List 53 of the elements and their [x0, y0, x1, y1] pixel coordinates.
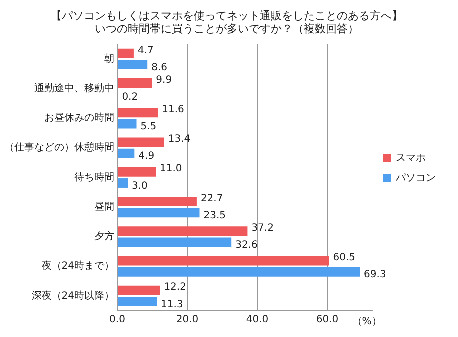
chart-title: 【パソコンもしくはスマホを使ってネット通販をしたことのある方へ】 [51, 9, 403, 22]
bar [118, 148, 135, 158]
bar [118, 178, 128, 188]
y-tick-label: 通勤途中、移動中 [34, 82, 114, 94]
data-label: 11.3 [161, 299, 184, 310]
chart-subtitle: いつの時間帯に買うことが多いですか？（複数回答） [95, 22, 359, 36]
bar [118, 108, 158, 118]
bar [118, 226, 248, 236]
bar [118, 119, 137, 129]
bar [118, 138, 164, 148]
data-label: 11.0 [160, 164, 182, 175]
data-label: 9.9 [156, 74, 172, 86]
data-label: 3.0 [132, 180, 148, 192]
data-label: 12.2 [164, 282, 186, 294]
data-label: 8.6 [152, 62, 168, 74]
bar [118, 208, 200, 218]
x-tick-label: 0.0 [110, 314, 126, 326]
data-label: 4.9 [138, 151, 155, 162]
data-label: 60.5 [333, 252, 356, 264]
data-label: 23.5 [204, 210, 226, 222]
bar [118, 167, 156, 177]
y-tick-label: 深夜（24時以降） [32, 290, 114, 302]
data-label: 4.7 [138, 45, 154, 56]
bar [118, 78, 152, 88]
x-axis-title: （%） [352, 316, 382, 328]
x-tick-label: 20.0 [176, 314, 199, 326]
x-tick-label: 40.0 [246, 314, 269, 326]
x-tick-label: 60.0 [316, 314, 339, 326]
data-label: 69.3 [364, 270, 386, 281]
bar [118, 48, 134, 58]
data-label: 5.5 [140, 122, 157, 133]
bar [118, 197, 197, 206]
legend-label: パソコン [395, 173, 436, 184]
data-label: 32.6 [236, 240, 258, 252]
y-tick-label: 朝 [104, 52, 114, 65]
y-tick-label: 待ち時間 [74, 171, 114, 184]
data-label: 37.2 [252, 222, 274, 234]
y-tick-label: 夜（24時まで） [42, 260, 114, 272]
legend-label: スマホ [396, 153, 426, 164]
data-label: 22.7 [200, 193, 224, 204]
bar [118, 256, 330, 266]
bar [118, 267, 360, 277]
y-tick-label: お昼休みの時間 [44, 112, 114, 124]
data-label: 0.2 [122, 92, 138, 103]
bar [118, 297, 158, 306]
data-label: 13.4 [168, 134, 191, 146]
bar [118, 60, 148, 70]
bar [118, 238, 232, 248]
y-tick-label: 昼間 [94, 202, 114, 213]
y-tick-label: （仕事などの）休憩時間 [4, 142, 114, 154]
bar [118, 286, 160, 296]
y-tick-label: 夕方 [94, 230, 114, 243]
data-label: 11.6 [162, 104, 184, 116]
